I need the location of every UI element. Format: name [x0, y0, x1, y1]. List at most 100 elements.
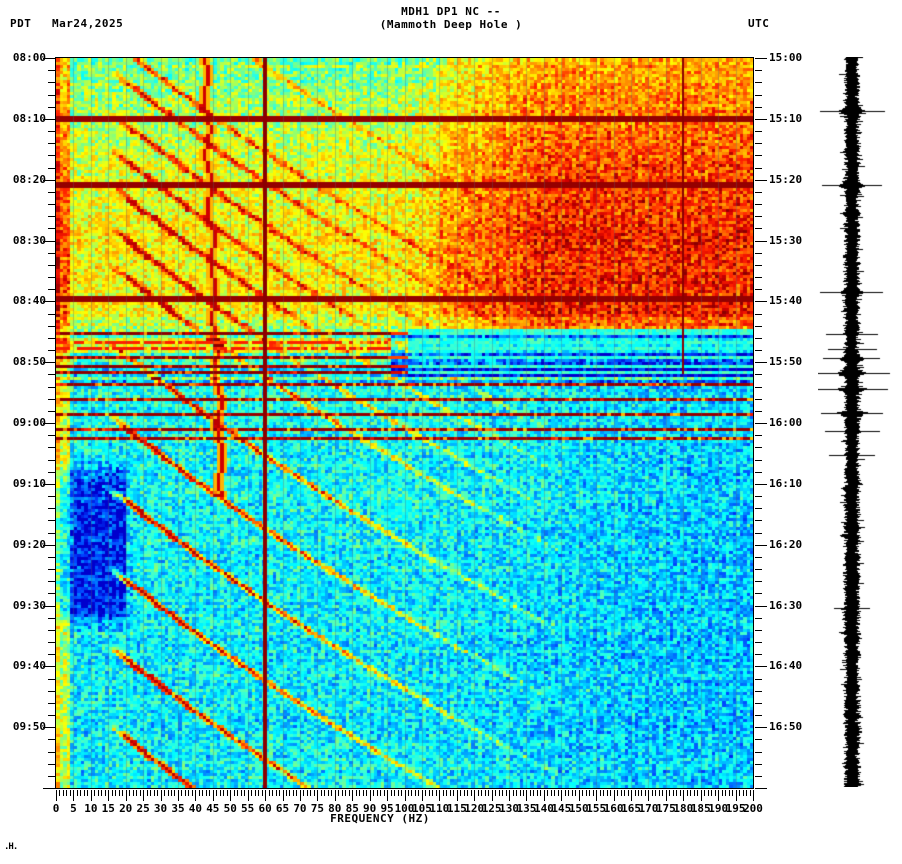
frequency-axis-label: 170 [638, 802, 659, 815]
axis-tick [310, 790, 311, 796]
frequency-axis-label: 120 [464, 802, 485, 815]
axis-tick [206, 790, 207, 796]
axis-tick [48, 496, 55, 497]
axis-tick [192, 790, 193, 796]
axis-tick [48, 350, 55, 351]
axis-tick [237, 790, 238, 796]
axis-tick [750, 790, 751, 796]
axis-tick [432, 790, 433, 796]
axis-tick [624, 790, 625, 796]
axis-tick [638, 790, 639, 796]
axis-tick [164, 790, 165, 796]
axis-tick [94, 790, 95, 796]
frequency-axis-label: 25 [136, 802, 150, 815]
axis-tick [338, 790, 339, 796]
axis-tick [48, 472, 55, 473]
axis-tick [48, 216, 55, 217]
axis-tick [48, 447, 55, 448]
axis-tick [80, 790, 81, 796]
axis-tick [48, 581, 55, 582]
axis-tick [48, 399, 55, 400]
axis-tick [202, 790, 203, 796]
axis-tick [718, 790, 719, 801]
axis-tick [701, 790, 702, 801]
axis-tick [530, 790, 531, 796]
axis-tick [370, 790, 371, 801]
axis-tick [755, 399, 762, 400]
axis-tick [380, 790, 381, 796]
axis-tick [439, 790, 440, 801]
axis-tick [645, 790, 646, 796]
axis-tick [755, 472, 762, 473]
axis-tick [755, 618, 762, 619]
frequency-axis-label: 110 [429, 802, 450, 815]
axis-tick [755, 484, 767, 485]
axis-tick [725, 790, 726, 796]
axis-tick [126, 790, 127, 801]
axis-tick [43, 241, 55, 242]
axis-tick [755, 715, 762, 716]
frequency-axis-label: 150 [568, 802, 589, 815]
axis-tick [755, 739, 762, 740]
axis-tick [43, 484, 55, 485]
axis-tick [558, 790, 559, 796]
axis-tick [48, 618, 55, 619]
axis-tick [43, 727, 55, 728]
axis-tick [516, 790, 517, 796]
time-axis-left-label: 09:20 [12, 537, 46, 551]
frequency-axis-label: 75 [310, 802, 324, 815]
axis-tick [331, 790, 332, 796]
axis-tick [586, 790, 587, 796]
axis-tick [398, 790, 399, 796]
frequency-axis-label: 50 [223, 802, 237, 815]
axis-tick [48, 168, 55, 169]
axis-tick [43, 119, 55, 120]
axis-tick [87, 790, 88, 796]
time-axis-left-label: 08:10 [12, 111, 46, 125]
axis-tick [676, 790, 677, 796]
frequency-axis-label: 55 [241, 802, 255, 815]
frequency-axis-label: 100 [394, 802, 415, 815]
axis-tick [755, 314, 762, 315]
axis-tick [147, 790, 148, 796]
axis-tick [509, 790, 510, 801]
axis-tick [711, 790, 712, 796]
axis-tick [755, 557, 762, 558]
axis-tick [755, 58, 767, 59]
axis-tick [715, 790, 716, 796]
axis-tick [755, 277, 762, 278]
axis-tick [561, 790, 562, 801]
axis-tick [405, 790, 406, 801]
axis-tick [755, 533, 762, 534]
axis-tick [150, 790, 151, 796]
axis-tick [363, 790, 364, 796]
axis-tick [255, 790, 256, 796]
axis-tick [48, 703, 55, 704]
axis-tick [48, 204, 55, 205]
axis-tick [755, 569, 762, 570]
frequency-axis-label: 135 [516, 802, 537, 815]
axis-tick [755, 143, 762, 144]
axis-tick [43, 180, 55, 181]
axis-tick [345, 790, 346, 796]
frequency-axis-label: 65 [275, 802, 290, 815]
axis-tick [317, 790, 318, 801]
axis-tick [436, 790, 437, 796]
axis-tick [373, 790, 374, 796]
axis-tick [234, 790, 235, 796]
axis-tick [753, 790, 754, 801]
axis-tick [178, 790, 179, 801]
axis-tick [746, 790, 747, 796]
axis-tick [286, 790, 287, 796]
axis-tick [655, 790, 656, 796]
axis-tick [755, 289, 762, 290]
axis-tick [258, 790, 259, 796]
frequency-axis-label: 200 [743, 802, 763, 815]
axis-tick [136, 790, 137, 796]
time-axis-right-label: 16:00 [769, 416, 803, 429]
axis-tick [607, 790, 608, 796]
axis-tick [755, 764, 762, 765]
axis-tick [755, 654, 762, 655]
axis-tick [755, 666, 767, 667]
axis-tick [48, 533, 55, 534]
